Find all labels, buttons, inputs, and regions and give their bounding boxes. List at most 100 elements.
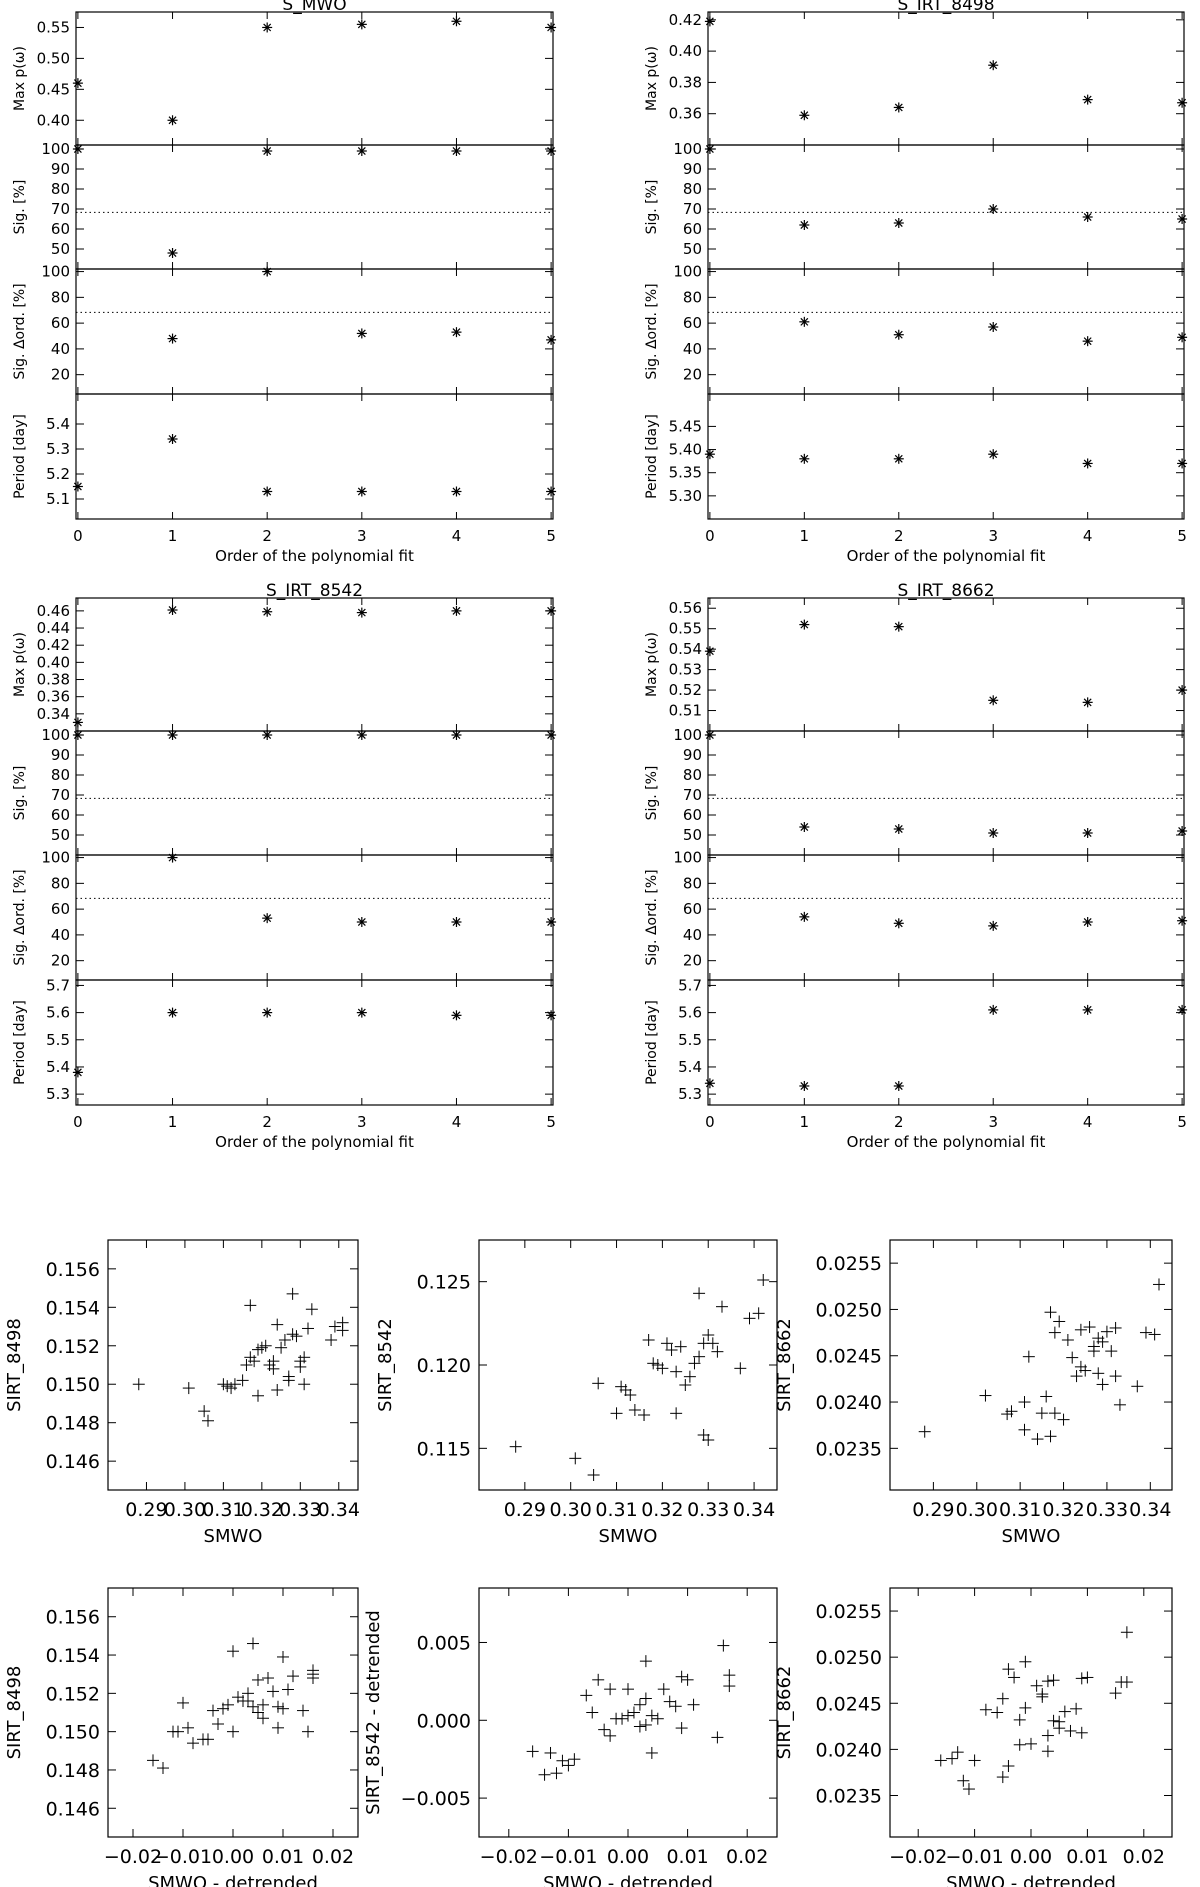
y-tick-label: 0.0235: [816, 1438, 882, 1460]
data-point: [893, 1080, 904, 1091]
y-axis-label: Sig. [%]: [644, 766, 660, 821]
y-tick-label: 0.46: [37, 602, 70, 620]
y-tick-label: 20: [683, 952, 702, 970]
y-tick-label: 90: [51, 746, 70, 764]
y-tick-label: 0.0235: [816, 1786, 882, 1808]
data-point: [1082, 94, 1093, 105]
data-point: [598, 1723, 611, 1736]
data-point: [222, 1698, 234, 1711]
data-point: [934, 1754, 947, 1767]
y-tick-label: 70: [683, 200, 702, 218]
data-point: [286, 1287, 299, 1300]
panel-4: 5.1 5.2 5.3 5.4 Period [day]: [12, 393, 557, 520]
data-point: [639, 1718, 652, 1731]
data-point: [167, 852, 178, 863]
y-tick-label: 0.154: [46, 1297, 100, 1319]
data-point: [1082, 697, 1093, 708]
x-tick-label: 2: [262, 1113, 272, 1131]
data-point: [356, 1007, 367, 1018]
y-tick-label: 5.7: [46, 976, 70, 994]
data-point: [147, 1754, 159, 1767]
data-point: [1040, 1390, 1053, 1403]
data-point: [177, 1696, 189, 1709]
y-axis-label: Max p(ω): [12, 632, 28, 697]
y-tick-label: 20: [683, 366, 702, 384]
y-tick-label: 5.4: [46, 1058, 70, 1076]
data-point: [1177, 458, 1188, 469]
x-tick-label: 0.00: [1010, 1846, 1052, 1868]
data-point: [988, 920, 999, 931]
y-tick-label: 100: [41, 140, 70, 158]
data-point: [799, 110, 810, 121]
data-point: [1047, 1674, 1060, 1687]
data-point: [799, 1080, 810, 1091]
y-tick-label: 0.40: [37, 111, 70, 129]
data-point: [172, 1725, 184, 1738]
data-point: [242, 1695, 254, 1708]
data-point: [665, 1344, 678, 1356]
data-point: [704, 730, 715, 740]
y-tick-label: 0.42: [669, 11, 702, 29]
y-tick-label: 50: [51, 240, 70, 258]
data-point: [1105, 1345, 1118, 1358]
data-point: [252, 1706, 264, 1719]
y-tick-label: 0.34: [37, 705, 70, 723]
data-point: [687, 1698, 700, 1711]
y-tick-label: 0.0240: [816, 1739, 882, 1761]
data-point: [693, 1350, 706, 1363]
scatter-chart-2: 0.29 0.30 0.31 0.32 0.33 0.34 0.115 0.120 0.125 S…: [375, 1239, 778, 1547]
data-point: [1074, 1323, 1087, 1336]
y-tick-label: 50: [683, 826, 702, 844]
x-tick-label: 0: [73, 1113, 83, 1131]
data-point: [586, 1706, 599, 1719]
x-axis-label: SMWO: [599, 1526, 658, 1547]
data-point: [546, 146, 557, 156]
y-tick-label: 5.3: [46, 440, 70, 458]
data-point: [187, 1737, 199, 1750]
data-point: [167, 434, 178, 444]
x-tick-label: 0.31: [202, 1499, 244, 1521]
data-point: [298, 1351, 311, 1364]
data-point: [996, 1692, 1009, 1705]
data-point: [1025, 1737, 1037, 1750]
y-tick-label: 0.148: [46, 1413, 100, 1435]
data-point: [568, 1753, 581, 1766]
data-point: [996, 1771, 1009, 1784]
x-axis-label: SMWO: [1002, 1526, 1061, 1547]
panel-frame: [707, 730, 1185, 856]
data-point: [717, 1639, 730, 1652]
x-tick-label: 0.29: [125, 1499, 167, 1521]
data-point: [451, 16, 462, 27]
data-point: [723, 1680, 736, 1693]
scatter-chart-1: 0.290.300.310.320.330.34 0.146 0.148 0.150 0…: [4, 1239, 360, 1547]
data-point: [287, 1670, 299, 1683]
x-tick-label: 1: [800, 1113, 810, 1131]
data-point: [734, 1362, 747, 1375]
data-point: [1082, 828, 1093, 838]
data-point: [1082, 336, 1093, 347]
data-point: [1087, 1340, 1100, 1353]
data-point: [799, 619, 810, 630]
y-tick-label: 5.45: [669, 417, 702, 435]
data-point: [1030, 1679, 1043, 1692]
y-tick-label: 0.146: [46, 1798, 100, 1820]
y-tick-label: 60: [683, 220, 702, 238]
y-tick-label: 5.6: [46, 1004, 70, 1022]
y-tick-label: 5.1: [46, 490, 70, 508]
data-point: [757, 1274, 770, 1286]
data-point: [1152, 1278, 1165, 1291]
data-point: [633, 1698, 646, 1711]
x-tick-label: 3: [357, 527, 367, 545]
data-point: [202, 1733, 214, 1746]
y-axis-label: Max p(ω): [644, 632, 660, 697]
x-tick-label: 3: [988, 1113, 998, 1131]
data-point: [262, 730, 273, 740]
x-tick-label: 0: [705, 1113, 715, 1131]
plot-frame: [107, 1239, 359, 1491]
y-tick-label: 5.5: [678, 1031, 702, 1049]
chart-title: S_IRT_8542: [266, 581, 363, 601]
data-point: [979, 1389, 992, 1402]
panel-1: 0.40 0.45 0.50 0.55 Max p(ω): [12, 11, 557, 146]
y-axis-label: Sig. Δord. [%]: [644, 869, 660, 965]
